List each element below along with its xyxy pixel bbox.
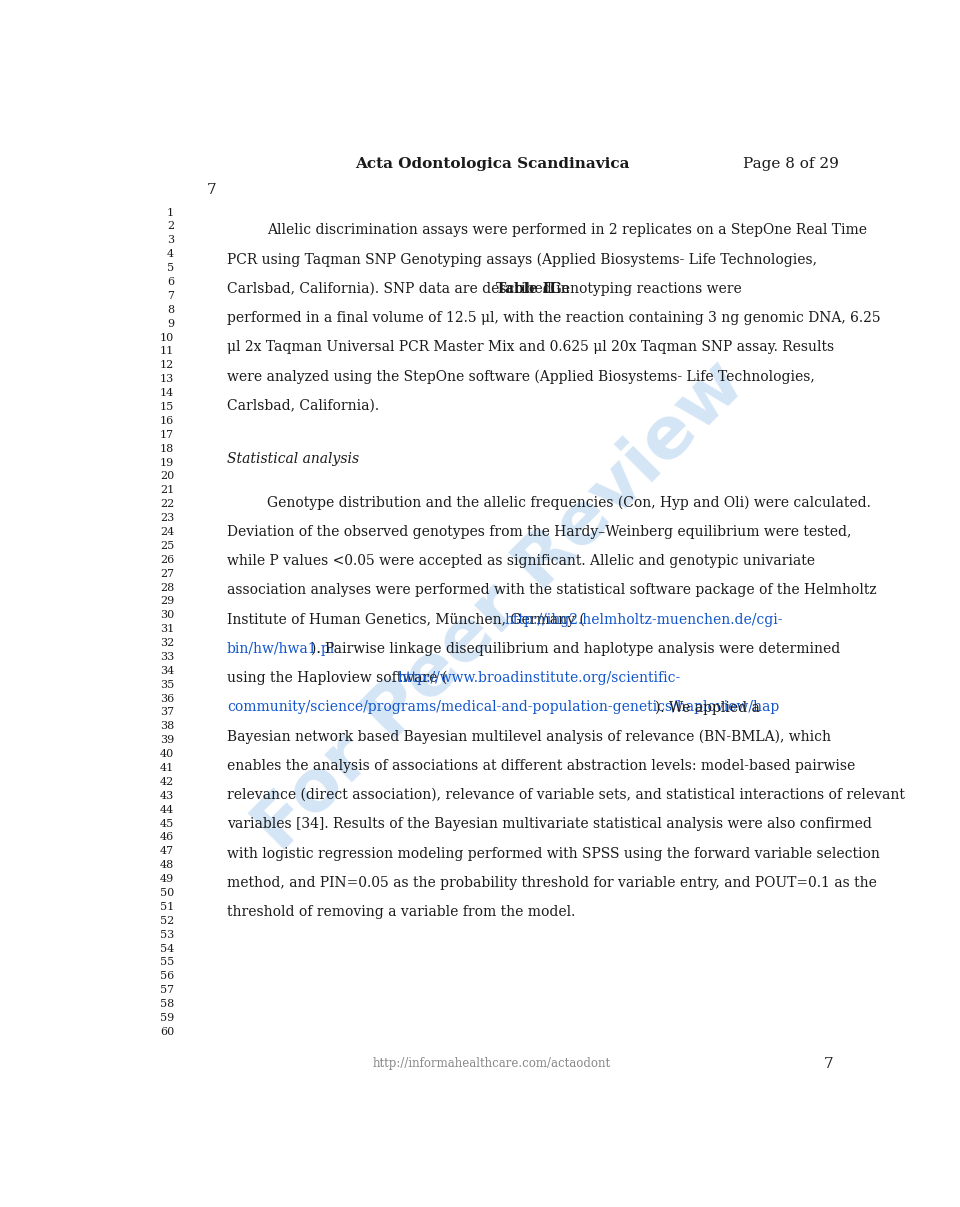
Text: method, and PIN=0.05 as the probability threshold for variable entry, and POUT=0: method, and PIN=0.05 as the probability … bbox=[227, 876, 876, 890]
Text: 6: 6 bbox=[167, 278, 175, 287]
Text: http://www.broadinstitute.org/scientific-: http://www.broadinstitute.org/scientific… bbox=[397, 671, 681, 686]
Text: 58: 58 bbox=[160, 999, 175, 1009]
Text: 38: 38 bbox=[160, 722, 175, 731]
Text: Deviation of the observed genotypes from the Hardy–Weinberg equilibrium were tes: Deviation of the observed genotypes from… bbox=[227, 525, 852, 538]
Text: 8: 8 bbox=[167, 305, 175, 315]
Text: 53: 53 bbox=[160, 929, 175, 940]
Text: 26: 26 bbox=[160, 555, 175, 565]
Text: ). We applied a: ). We applied a bbox=[655, 700, 759, 715]
Text: 44: 44 bbox=[160, 805, 175, 815]
Text: Genotype distribution and the allelic frequencies (Con, Hyp and Oli) were calcul: Genotype distribution and the allelic fr… bbox=[267, 496, 871, 509]
Text: while P values <0.05 were accepted as significant. Allelic and genotypic univari: while P values <0.05 were accepted as si… bbox=[227, 554, 815, 568]
Text: 37: 37 bbox=[160, 707, 175, 717]
Text: 19: 19 bbox=[160, 457, 175, 467]
Text: 32: 32 bbox=[160, 639, 175, 648]
Text: using the Haploview software (: using the Haploview software ( bbox=[227, 671, 447, 686]
Text: 49: 49 bbox=[160, 874, 175, 885]
Text: 40: 40 bbox=[160, 750, 175, 759]
Text: 21: 21 bbox=[160, 485, 175, 495]
Text: association analyses were performed with the statistical software package of the: association analyses were performed with… bbox=[227, 583, 876, 597]
Text: 20: 20 bbox=[160, 472, 175, 482]
Text: 52: 52 bbox=[160, 916, 175, 926]
Text: 17: 17 bbox=[160, 430, 175, 439]
Text: 7: 7 bbox=[206, 183, 216, 197]
Text: Page 8 of 29: Page 8 of 29 bbox=[743, 157, 839, 171]
Text: Institute of Human Genetics, München, Germany (: Institute of Human Genetics, München, Ge… bbox=[227, 612, 585, 626]
Text: 56: 56 bbox=[160, 972, 175, 981]
Text: http://informahealthcare.com/actaodont: http://informahealthcare.com/actaodont bbox=[372, 1057, 612, 1071]
Text: 12: 12 bbox=[160, 361, 175, 371]
Text: Statistical analysis: Statistical analysis bbox=[227, 451, 359, 466]
Text: 27: 27 bbox=[160, 568, 175, 578]
Text: 50: 50 bbox=[160, 888, 175, 898]
Text: 39: 39 bbox=[160, 735, 175, 745]
Text: 29: 29 bbox=[160, 596, 175, 606]
Text: 13: 13 bbox=[160, 374, 175, 384]
Text: 34: 34 bbox=[160, 666, 175, 676]
Text: PCR using Taqman SNP Genotyping assays (Applied Biosystems- Life Technologies,: PCR using Taqman SNP Genotyping assays (… bbox=[227, 252, 817, 267]
Text: 35: 35 bbox=[160, 680, 175, 689]
Text: enables the analysis of associations at different abstraction levels: model-base: enables the analysis of associations at … bbox=[227, 759, 855, 772]
Text: performed in a final volume of 12.5 μl, with the reaction containing 3 ng genomi: performed in a final volume of 12.5 μl, … bbox=[227, 311, 880, 325]
Text: 60: 60 bbox=[160, 1027, 175, 1037]
Text: 30: 30 bbox=[160, 611, 175, 620]
Text: 57: 57 bbox=[160, 985, 175, 996]
Text: For Peer Review: For Peer Review bbox=[242, 349, 757, 865]
Text: 36: 36 bbox=[160, 694, 175, 704]
Text: 9: 9 bbox=[167, 319, 175, 328]
Text: 51: 51 bbox=[160, 902, 175, 912]
Text: 10: 10 bbox=[160, 333, 175, 343]
Text: with logistic regression modeling performed with SPSS using the forward variable: with logistic regression modeling perfor… bbox=[227, 846, 879, 861]
Text: 42: 42 bbox=[160, 777, 175, 787]
Text: 22: 22 bbox=[160, 500, 175, 509]
Text: 48: 48 bbox=[160, 861, 175, 870]
Text: 2: 2 bbox=[167, 222, 175, 232]
Text: variables [34]. Results of the Bayesian multivariate statistical analysis were a: variables [34]. Results of the Bayesian … bbox=[227, 817, 872, 832]
Text: Bayesian network based Bayesian multilevel analysis of relevance (BN-BMLA), whic: Bayesian network based Bayesian multilev… bbox=[227, 729, 831, 744]
Text: relevance (direct association), relevance of variable sets, and statistical inte: relevance (direct association), relevanc… bbox=[227, 788, 905, 803]
Text: 33: 33 bbox=[160, 652, 175, 661]
Text: 24: 24 bbox=[160, 527, 175, 537]
Text: were analyzed using the StepOne software (Applied Biosystems- Life Technologies,: were analyzed using the StepOne software… bbox=[227, 369, 815, 384]
Text: http://ihg2.helmholtz-muenchen.de/cgi-: http://ihg2.helmholtz-muenchen.de/cgi- bbox=[504, 612, 782, 626]
Text: 47: 47 bbox=[160, 846, 175, 856]
Text: μl 2x Taqman Universal PCR Master Mix and 0.625 μl 20x Taqman SNP assay. Results: μl 2x Taqman Universal PCR Master Mix an… bbox=[227, 340, 834, 355]
Text: 31: 31 bbox=[160, 624, 175, 634]
Text: 14: 14 bbox=[160, 389, 175, 398]
Text: Carlsbad, California). SNP data are described in: Carlsbad, California). SNP data are desc… bbox=[227, 282, 574, 296]
Text: ). Pairwise linkage disequilibrium and haplotype analysis were determined: ). Pairwise linkage disequilibrium and h… bbox=[311, 642, 840, 657]
Text: 15: 15 bbox=[160, 402, 175, 412]
Text: Table II: Table II bbox=[496, 282, 556, 296]
Text: threshold of removing a variable from the model.: threshold of removing a variable from th… bbox=[227, 905, 575, 920]
Text: 16: 16 bbox=[160, 416, 175, 426]
Text: 7: 7 bbox=[167, 291, 175, 301]
Text: 43: 43 bbox=[160, 791, 175, 800]
Text: Acta Odontologica Scandinavica: Acta Odontologica Scandinavica bbox=[355, 157, 629, 171]
Text: 54: 54 bbox=[160, 944, 175, 954]
Text: 11: 11 bbox=[160, 346, 175, 356]
Text: . Genotyping reactions were: . Genotyping reactions were bbox=[542, 282, 742, 296]
Text: 25: 25 bbox=[160, 541, 175, 550]
Text: 46: 46 bbox=[160, 833, 175, 842]
Text: Allelic discrimination assays were performed in 2 replicates on a StepOne Real T: Allelic discrimination assays were perfo… bbox=[267, 223, 867, 238]
Text: 1: 1 bbox=[167, 208, 175, 217]
Text: 7: 7 bbox=[824, 1057, 833, 1072]
Text: bin/hw/hwa1.pl: bin/hw/hwa1.pl bbox=[227, 642, 335, 655]
Text: community/science/programs/medical-and-population-genetics/haploview/hap: community/science/programs/medical-and-p… bbox=[227, 700, 780, 715]
Text: 28: 28 bbox=[160, 583, 175, 593]
Text: 59: 59 bbox=[160, 1013, 175, 1024]
Text: 55: 55 bbox=[160, 957, 175, 968]
Text: 23: 23 bbox=[160, 513, 175, 523]
Text: 3: 3 bbox=[167, 235, 175, 245]
Text: 18: 18 bbox=[160, 444, 175, 454]
Text: Carlsbad, California).: Carlsbad, California). bbox=[227, 400, 379, 413]
Text: 4: 4 bbox=[167, 250, 175, 260]
Text: 5: 5 bbox=[167, 263, 175, 273]
Text: 41: 41 bbox=[160, 763, 175, 772]
Text: 45: 45 bbox=[160, 818, 175, 828]
